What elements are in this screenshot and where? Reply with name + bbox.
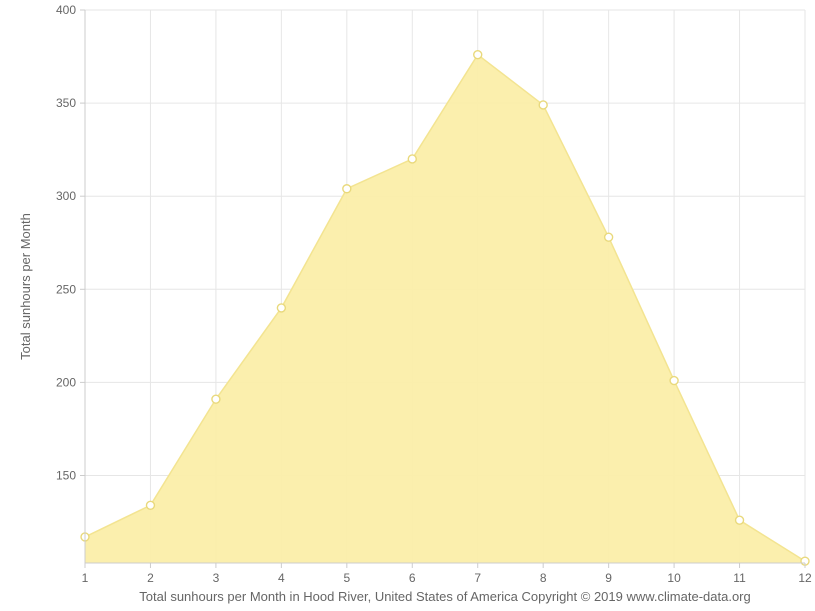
data-marker bbox=[539, 101, 547, 109]
x-tick-label: 4 bbox=[278, 571, 285, 585]
x-tick-label: 9 bbox=[605, 571, 612, 585]
sunhours-area-chart: 150200250300350400123456789101112Total s… bbox=[0, 0, 815, 611]
chart-caption: Total sunhours per Month in Hood River, … bbox=[139, 589, 751, 604]
y-tick-label: 350 bbox=[56, 96, 76, 110]
x-tick-label: 8 bbox=[540, 571, 547, 585]
x-tick-label: 11 bbox=[733, 571, 746, 585]
data-marker bbox=[343, 185, 351, 193]
x-tick-label: 1 bbox=[82, 571, 89, 585]
y-tick-label: 400 bbox=[56, 3, 76, 17]
data-marker bbox=[146, 501, 154, 509]
x-tick-label: 2 bbox=[147, 571, 154, 585]
y-tick-label: 150 bbox=[56, 468, 76, 482]
x-tick-label: 7 bbox=[474, 571, 481, 585]
x-tick-label: 3 bbox=[213, 571, 220, 585]
data-marker bbox=[212, 395, 220, 403]
x-tick-label: 12 bbox=[798, 571, 812, 585]
data-marker bbox=[670, 377, 678, 385]
x-tick-label: 10 bbox=[667, 571, 681, 585]
y-tick-label: 300 bbox=[56, 189, 76, 203]
y-tick-label: 250 bbox=[56, 282, 76, 296]
y-axis-label: Total sunhours per Month bbox=[18, 213, 33, 360]
data-marker bbox=[408, 155, 416, 163]
data-marker bbox=[474, 51, 482, 59]
x-tick-label: 6 bbox=[409, 571, 416, 585]
data-marker bbox=[605, 233, 613, 241]
y-tick-label: 200 bbox=[56, 375, 76, 389]
chart-container: 150200250300350400123456789101112Total s… bbox=[0, 0, 815, 611]
x-tick-label: 5 bbox=[343, 571, 350, 585]
data-marker bbox=[277, 304, 285, 312]
data-marker bbox=[736, 516, 744, 524]
